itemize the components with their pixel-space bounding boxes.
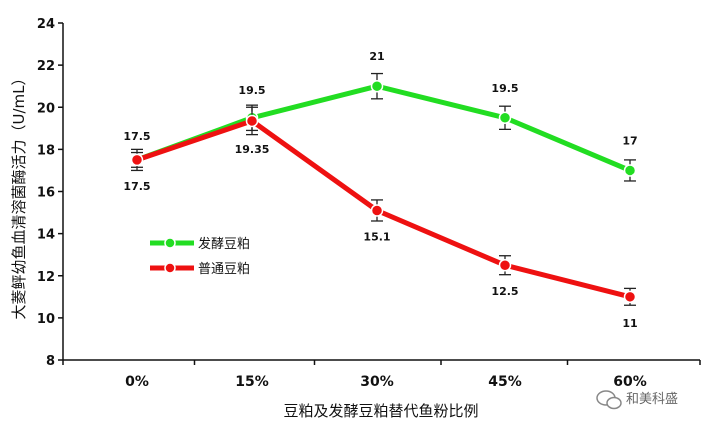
y-tick-label: 10 <box>37 312 55 327</box>
data-point <box>245 114 259 128</box>
data-label: 11 <box>622 317 637 330</box>
data-point <box>498 258 512 272</box>
data-label: 21 <box>369 50 384 63</box>
y-axis-title: 大菱鲆幼鱼血清溶菌酶活力（U/mL） <box>10 70 28 319</box>
y-tick-label: 14 <box>37 228 55 243</box>
x-tick-label: 0% <box>125 374 149 390</box>
series-fermented <box>130 72 637 182</box>
series-layer <box>130 72 637 306</box>
data-label: 12.5 <box>491 285 518 298</box>
legend-item-ordinary: 普通豆粕 <box>150 262 250 277</box>
data-point <box>370 204 384 217</box>
data-label: 17 <box>622 134 637 147</box>
legend-item-fermented: 发酵豆粕 <box>150 236 250 252</box>
data-point <box>498 111 512 125</box>
data-label: 19.5 <box>491 82 518 95</box>
data-label: 17.5 <box>123 130 150 143</box>
legend-label-ordinary: 普通豆粕 <box>198 262 250 277</box>
x-tick-label: 15% <box>235 374 269 390</box>
wechat-icon <box>596 390 622 410</box>
watermark-text: 和美科盛 <box>626 392 678 407</box>
series-ordinary <box>130 106 637 306</box>
y-tick-label: 16 <box>37 186 55 201</box>
x-tick-label: 60% <box>613 374 647 390</box>
series-line-fermented <box>136 83 631 173</box>
watermark: 和美科盛 <box>596 390 678 410</box>
x-tick-label: 30% <box>360 374 394 390</box>
y-ticks: 8 10 12 14 16 18 20 22 24 <box>37 17 63 369</box>
legend-label-fermented: 发酵豆粕 <box>198 236 250 252</box>
legend-marker-ordinary <box>164 262 176 274</box>
data-point <box>623 164 637 177</box>
legend: 发酵豆粕 普通豆粕 <box>150 236 250 277</box>
data-label: 15.1 <box>363 230 390 243</box>
y-tick-label: 24 <box>37 17 55 32</box>
y-tick-label: 12 <box>37 270 55 285</box>
data-label: 19.5 <box>238 84 265 97</box>
data-labels: 17.5 17.5 19.5 19.35 21 15.1 19.5 12.5 17 11 <box>123 50 637 330</box>
data-point <box>130 153 144 167</box>
data-point <box>623 290 637 304</box>
data-point <box>370 79 384 93</box>
x-axis-title: 豆粕及发酵豆粕替代鱼粉比例 <box>283 402 478 420</box>
legend-marker-fermented <box>164 237 176 249</box>
x-tick-label: 45% <box>488 374 522 390</box>
y-tick-label: 22 <box>37 59 55 74</box>
y-tick-label: 8 <box>46 354 55 369</box>
y-tick-label: 18 <box>37 143 55 158</box>
data-label: 17.5 <box>123 180 150 193</box>
data-label: 19.35 <box>235 143 270 156</box>
y-tick-label: 20 <box>37 101 55 116</box>
x-ticks: 0% 15% 30% 45% 60% <box>62 360 701 390</box>
